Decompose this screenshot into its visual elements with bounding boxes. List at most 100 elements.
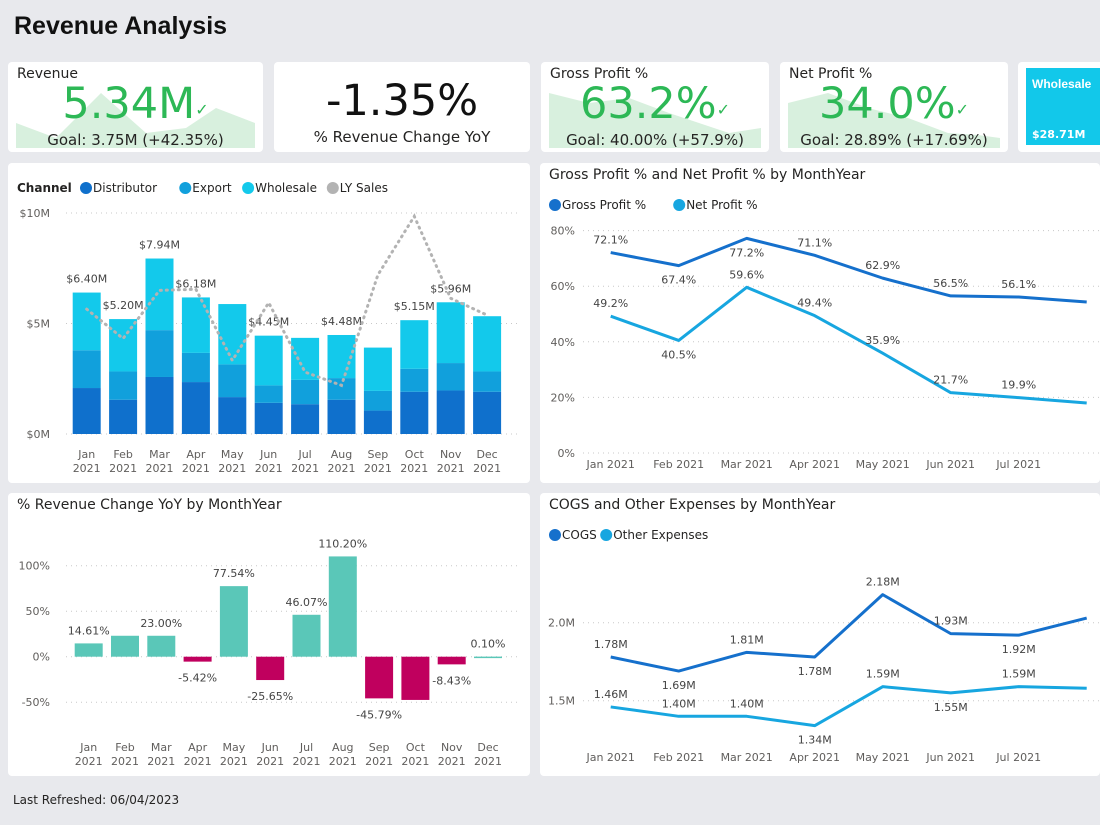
bar-wholesale [145,258,174,331]
data-label: 62.9% [865,259,900,272]
data-label: 1.46M [594,688,628,701]
y-tick-label: 0% [33,651,50,664]
x-tick-label: Mar 2021 [721,751,773,764]
data-label: $6.40M [66,273,107,286]
y-tick-label: 40% [551,336,575,349]
positive-bar [328,556,357,657]
data-label: 67.4% [661,274,696,287]
data-label: $4.45M [248,316,289,329]
bar-export [181,352,210,383]
x-tick-label: Apr [188,741,208,754]
net-profit-kpi-card[interactable]: Net Profit % 34.0%✓ Goal: 28.89% (+17.69… [780,62,1008,152]
y-tick-label: -50% [22,696,50,709]
data-label: -45.79% [356,708,402,721]
data-label: 14.61% [68,624,110,637]
bar-wholesale [473,316,502,372]
bar-export [363,390,392,411]
line-gross-profit- [610,236,1087,304]
bar-export [145,330,174,377]
profit-percent-chart[interactable]: Gross Profit % and Net Profit % by Month… [540,163,1100,483]
data-label: 1.40M [730,697,764,710]
data-label: 19.9% [1001,379,1036,392]
x-tick-label: Jun 2021 [925,458,975,471]
legend-item: Wholesale [255,181,317,195]
revenue-change-label: % Revenue Change YoY [313,128,491,146]
wholesale-card[interactable]: Wholesale $28.71M [1018,62,1100,152]
x-tick-label: Jun 2021 [925,751,975,764]
x-tick-label: Apr 2021 [789,751,840,764]
line-cogs [610,593,1088,673]
x-tick-label: Jun [259,448,277,461]
x-tick-label: Aug [332,741,353,754]
x-tick-label: 2021 [184,755,212,768]
x-tick-label: Oct [406,741,426,754]
revenue-change-yoy-svg: -50%0%50%100%14.61%Jan2021Feb202123.00%M… [19,537,520,768]
x-tick-label: 2021 [437,462,465,475]
revenue-change-yoy-chart[interactable]: % Revenue Change YoY by MonthYear -50% 0%… [8,493,530,776]
data-label: 1.69M [662,679,696,692]
bar-export [218,364,247,398]
net-profit-label: Net Profit % [789,66,873,82]
gross-profit-kpi-card[interactable]: Gross Profit % 63.2%✓ Goal: 40.00% (+57.… [541,62,769,152]
gross-profit-value: 63.2%✓ [541,78,769,130]
positive-bar [219,586,248,657]
x-tick-label: Jul 2021 [995,458,1041,471]
data-label: 56.5% [933,277,968,290]
revenue-kpi-card[interactable]: Revenue 5.34M✓ Goal: 3.75M (+42.35%) [8,62,263,152]
x-tick-label: Jan [79,741,97,754]
x-tick-label: 2021 [73,462,101,475]
bar-distributor [291,404,320,434]
cogs-expenses-chart[interactable]: COGS and Other Expenses by MonthYear COG… [540,493,1100,776]
gross-profit-value-text: 63.2% [579,79,717,129]
x-tick-label: Feb 2021 [653,751,704,764]
revenue-by-channel-chart[interactable]: Channel Distributor Export Wholesale LY Sale… [8,163,530,483]
bar-export [291,379,320,405]
x-tick-label: Feb [113,448,132,461]
bar-wholesale [254,335,283,386]
data-label: $5.15M [394,300,435,313]
bar-distributor [436,390,465,434]
last-refreshed: Last Refreshed: 06/04/2023 [13,793,180,807]
y-tick-label: 50% [26,605,50,618]
x-tick-label: 2021 [182,462,210,475]
cogs-expenses-svg: COGS Other Expenses 1.5M 2.0M Jan 2021 Feb 20… [548,528,1100,764]
legend-marker [242,182,255,194]
negative-bar [401,656,430,700]
data-label: 40.5% [661,348,696,361]
negative-bar [437,656,466,665]
x-tick-label: 2021 [329,755,357,768]
y-tick-label: 20% [551,391,575,404]
x-tick-label: Jan 2021 [585,458,634,471]
bar-export [72,350,101,389]
data-label: 1.59M [1002,668,1036,681]
line-other-expenses [610,685,1087,728]
bar-distributor [145,376,174,434]
legend-item: Distributor [93,181,157,195]
legend-item: LY Sales [340,181,388,195]
bar-wholesale [436,302,465,364]
revenue-change-card[interactable]: -1.35% % Revenue Change YoY [274,62,530,152]
x-tick-label: Mar [151,741,172,754]
legend-item: Other Expenses [613,528,708,542]
revenue-change-value: -1.35% [325,76,479,126]
legend-marker [80,182,92,194]
x-tick-label: Jun [261,741,279,754]
data-label: 35.9% [865,334,900,347]
positive-bar [111,635,139,657]
x-tick-label: 2021 [147,755,175,768]
revenue-by-channel-svg: Channel Distributor Export Wholesale LY Sale… [17,181,520,475]
data-label: $7.94M [139,239,180,252]
data-label: $6.18M [175,277,216,290]
x-tick-label: Nov [440,448,462,461]
positive-bar [292,614,321,657]
net-profit-value-text: 34.0% [818,79,956,129]
legend-marker [549,199,561,211]
data-label: -5.42% [178,672,217,685]
x-tick-label: 2021 [220,755,248,768]
bar-wholesale [72,292,101,351]
data-label: 1.78M [594,638,628,651]
wholesale-tile[interactable]: Wholesale $28.71M [1026,68,1100,145]
data-label: -8.43% [432,674,471,687]
x-tick-label: Sep [369,741,390,754]
net-profit-goal: Goal: 28.89% (+17.69%) [800,131,988,149]
